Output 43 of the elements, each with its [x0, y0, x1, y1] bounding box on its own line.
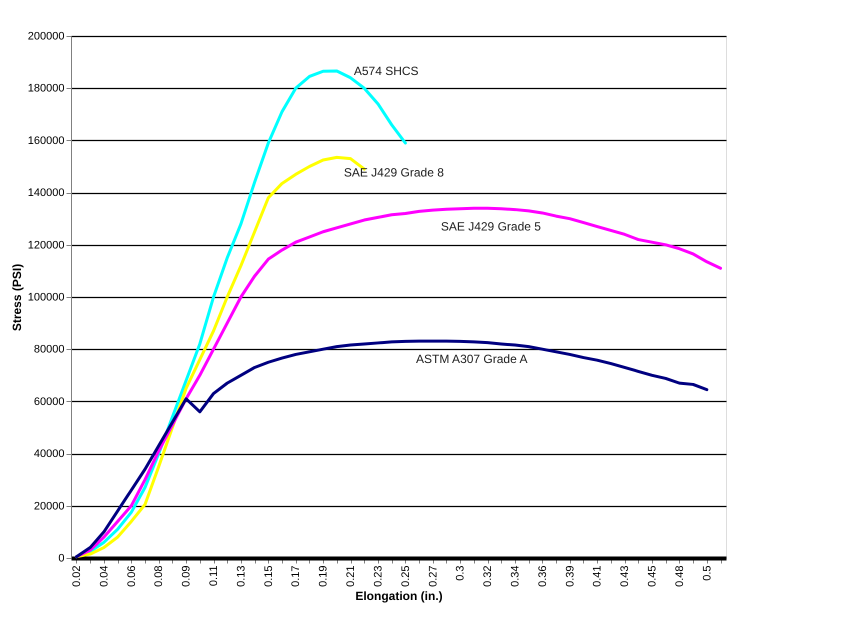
x-tick-label: 0.25	[400, 566, 412, 587]
x-tick-label: 0.13	[235, 566, 248, 587]
x-tick-label: 0.41	[592, 566, 604, 587]
x-tick-label: 0.17	[290, 566, 302, 587]
y-tick-label: 60000	[34, 396, 64, 408]
x-tick-label: 0.11	[208, 566, 220, 586]
y-tick-label: 160000	[28, 134, 64, 147]
x-tick-label: 0.04	[98, 566, 110, 587]
y-tick-label: 100000	[28, 292, 64, 304]
series-label: ASTM A307 Grade A	[416, 352, 528, 366]
y-tick-label: 140000	[28, 187, 64, 200]
y-tick-label: 200000	[28, 30, 64, 42]
x-tick-label: 0.32	[482, 566, 494, 587]
y-tick-label: 80000	[34, 344, 64, 356]
y-tick-label: 40000	[34, 448, 64, 460]
x-tick-label: 0.23	[372, 566, 384, 587]
x-tick-label: 0.09	[180, 566, 193, 587]
x-tick-label: 0.39	[564, 566, 576, 587]
x-axis-title: Elongation (in.)	[355, 588, 443, 603]
x-tick-label: 0.27	[427, 566, 440, 587]
series-label: SAE J429 Grade 5	[440, 219, 542, 234]
x-tick-label: 0.48	[674, 566, 686, 587]
x-tick-label: 0.08	[153, 566, 166, 587]
x-tick-label: 0.21	[345, 566, 358, 587]
y-axis-title: Stress (PSI)	[10, 264, 24, 332]
x-tick-label: 0.36	[536, 566, 549, 587]
x-tick-label: 0.19	[318, 566, 330, 587]
x-tick-label: 0.5	[701, 566, 714, 581]
x-tick-label: 0.02	[70, 566, 83, 587]
series-label: SAE J429 Grade 8	[344, 165, 444, 180]
x-tick-label: 0.34	[509, 566, 522, 587]
x-tick-label: 0.15	[262, 566, 275, 587]
y-tick-label: 20000	[34, 500, 64, 512]
y-tick-label: 120000	[28, 239, 64, 252]
y-tick-label: 0	[58, 552, 64, 564]
line-series	[74, 340, 708, 558]
x-tick-label: 0.43	[619, 566, 632, 587]
x-tick-label: 0.06	[126, 566, 138, 587]
line-series	[74, 156, 366, 558]
y-tick-label: 180000	[28, 82, 64, 95]
series-label: A574 SHCS	[354, 64, 419, 78]
x-tick-label: 0.45	[646, 566, 659, 587]
x-tick-label: 0.3	[454, 566, 467, 581]
